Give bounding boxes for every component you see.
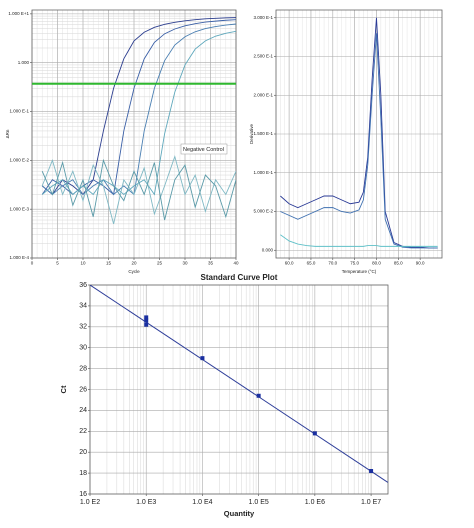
- x-tick-label: 1.0 E5: [249, 499, 269, 506]
- y-tick-label: 1.000 E-1: [253, 170, 273, 175]
- y-tick-label: 30: [79, 345, 87, 352]
- x-tick-label: 65.0: [307, 261, 316, 266]
- data-point: [369, 469, 374, 474]
- x-tick-label: 1.0 E6: [305, 499, 325, 506]
- y-tick-label: 28: [79, 365, 87, 372]
- plot-frame: [89, 284, 389, 495]
- y-tick-label: 5.000 E-2: [253, 209, 273, 214]
- data-point: [144, 315, 149, 320]
- plot-frame: [31, 9, 237, 259]
- y-tick-label: 1.000 E-1: [9, 109, 29, 114]
- y-tick-label: 1.000 E-2: [9, 158, 29, 163]
- x-tick-label: 30: [182, 261, 188, 266]
- series-line: [41, 17, 236, 196]
- data-point: [312, 431, 317, 436]
- x-tick-label: 85.0: [394, 261, 403, 266]
- data-point: [256, 393, 261, 398]
- data-point: [144, 318, 149, 323]
- y-tick-label: 1.000: [18, 60, 30, 65]
- x-tick-label: 75.0: [350, 261, 359, 266]
- x-tick-label: 1.0 E7: [361, 499, 381, 506]
- x-tick-label: 35: [208, 261, 214, 266]
- series-line: [41, 154, 236, 224]
- x-tick-label: 0: [31, 261, 34, 266]
- chart-title: Standard Curve Plot: [201, 273, 278, 282]
- x-tick-label: 25: [157, 261, 163, 266]
- annotation-box: [180, 143, 228, 155]
- fit-line: [90, 285, 388, 483]
- y-tick-label: 1.000 E+1: [8, 11, 29, 16]
- x-tick-label: 1.0 E3: [136, 499, 156, 506]
- x-tick-label: 15: [106, 261, 112, 266]
- series-line: [41, 158, 236, 221]
- x-tick-label: 10: [80, 261, 86, 266]
- plot-marks: [280, 17, 438, 249]
- x-axis-label: Quantity: [224, 509, 255, 518]
- x-tick-label: 20: [131, 261, 137, 266]
- plot-frame: [275, 9, 443, 259]
- y-tick-label: 24: [79, 407, 87, 414]
- y-tick-label: 36: [79, 282, 87, 289]
- y-tick-label: 0.000: [262, 247, 274, 252]
- y-tick-label: 16: [79, 491, 87, 498]
- y-tick-label: 1.000 E-3: [9, 206, 29, 211]
- x-tick-label: 5: [56, 261, 59, 266]
- y-axis-label: Derivative: [249, 124, 254, 145]
- plot-marks: [90, 285, 388, 483]
- x-tick-label: 1.0 E4: [192, 499, 212, 506]
- x-axis-label: Cycle: [128, 269, 140, 274]
- x-tick-label: 60.0: [285, 261, 294, 266]
- data-point: [144, 322, 149, 327]
- x-tick-label: 90.0: [416, 261, 425, 266]
- series-line: [41, 23, 236, 196]
- series-line: [280, 234, 438, 247]
- y-tick-label: 32: [79, 324, 87, 331]
- y-tick-label: 2.000 E-1: [253, 92, 273, 97]
- x-tick-label: 70.0: [328, 261, 337, 266]
- y-tick-label: 1.500 E-1: [253, 131, 273, 136]
- y-tick-label: 3.000 E-1: [253, 15, 273, 20]
- y-tick-label: 2.500 E-1: [253, 54, 273, 59]
- x-tick-label: 40: [233, 261, 239, 266]
- y-tick-label: 34: [79, 303, 87, 310]
- y-axis-label: ΔRn: [5, 129, 10, 138]
- y-tick-label: 22: [79, 428, 87, 435]
- y-tick-label: 1.000 E-4: [9, 255, 29, 260]
- plot-marks: [41, 17, 236, 224]
- data-point: [200, 356, 205, 361]
- y-tick-label: 20: [79, 449, 87, 456]
- series-line: [280, 33, 438, 249]
- x-axis-label: Temperature (°C): [342, 269, 377, 274]
- y-axis-label: Ct: [59, 385, 68, 393]
- y-tick-label: 18: [79, 470, 87, 477]
- x-tick-label: 80.0: [372, 261, 381, 266]
- annotation: Negative Control: [183, 147, 224, 153]
- x-tick-label: 1.0 E2: [80, 499, 100, 506]
- y-tick-label: 26: [79, 386, 87, 393]
